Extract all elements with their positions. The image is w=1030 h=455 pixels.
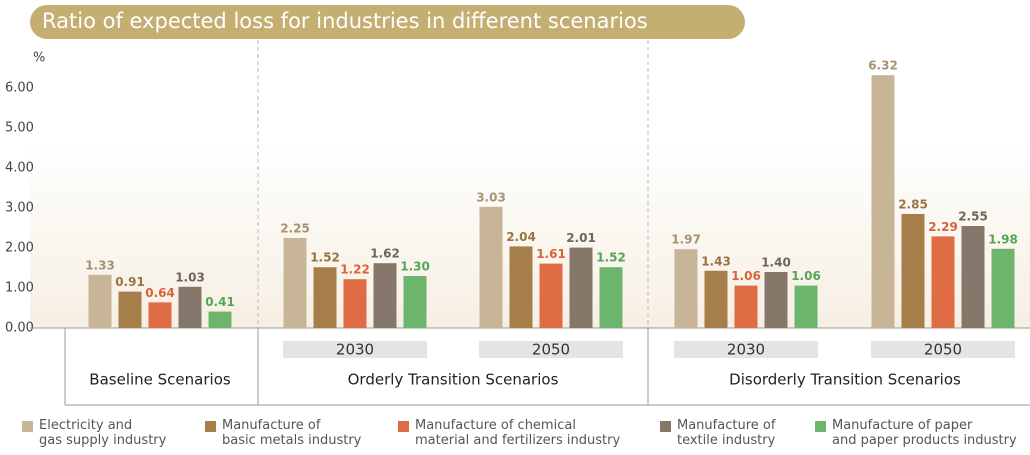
bar <box>118 291 142 328</box>
data-label: 1.03 <box>175 270 205 284</box>
group-label: Baseline Scenarios <box>89 371 231 389</box>
x-tick-label: 2030 <box>727 341 765 359</box>
legend-label: Manufacture of paper and paper products … <box>832 418 1017 448</box>
bar <box>178 286 202 328</box>
chart-title: Ratio of expected loss for industries in… <box>42 9 648 33</box>
y-unit: % <box>33 51 45 66</box>
bar <box>373 263 397 328</box>
bar <box>764 272 788 328</box>
bar <box>931 236 955 328</box>
y-tick-label: 2.00 <box>5 241 34 256</box>
legend-swatch <box>815 421 826 432</box>
y-tick-label: 6.00 <box>5 81 34 96</box>
data-label: 0.64 <box>145 286 175 300</box>
bar <box>539 263 563 328</box>
legend-label: Manufacture of textile industry <box>677 418 776 448</box>
group-label: Disorderly Transition Scenarios <box>729 371 961 389</box>
data-label: 1.06 <box>791 269 821 283</box>
data-label: 1.43 <box>701 254 731 268</box>
bar <box>961 226 985 328</box>
data-label: 1.40 <box>761 256 791 270</box>
data-label: 1.22 <box>340 263 370 277</box>
legend-swatch <box>22 421 33 432</box>
data-label: 0.41 <box>205 295 235 309</box>
y-tick-label: 4.00 <box>5 161 34 176</box>
x-tick-label: 2050 <box>924 341 962 359</box>
legend-label: Manufacture of basic metals industry <box>222 418 362 448</box>
legend-swatch <box>205 421 216 432</box>
sub-label-box <box>479 341 623 358</box>
data-label: 1.52 <box>310 251 340 265</box>
data-label: 2.01 <box>566 231 596 245</box>
legend-label: Electricity and gas supply industry <box>39 418 167 448</box>
data-label: 2.29 <box>928 220 958 234</box>
x-tick-label: 2050 <box>532 341 570 359</box>
data-label: 2.55 <box>958 210 988 224</box>
legend-swatch <box>398 421 409 432</box>
bar <box>794 285 818 328</box>
legend-item: Manufacture of chemical material and fer… <box>398 418 620 448</box>
legend-swatch <box>660 421 671 432</box>
x-tick-label: 2030 <box>336 341 374 359</box>
sub-label-box <box>283 341 427 358</box>
sub-label-box <box>871 341 1015 358</box>
bar <box>704 270 728 328</box>
bar <box>403 276 427 328</box>
bar <box>674 249 698 328</box>
legend-item: Manufacture of paper and paper products … <box>815 418 1017 448</box>
legend-item: Manufacture of basic metals industry <box>205 418 361 448</box>
bar <box>991 248 1015 328</box>
y-tick-label: 5.00 <box>5 121 34 136</box>
group-label: Orderly Transition Scenarios <box>348 371 559 389</box>
data-label: 2.25 <box>280 222 310 236</box>
data-label: 1.30 <box>400 260 430 274</box>
bar <box>148 302 172 328</box>
legend-label: Manufacture of chemical material and fer… <box>415 418 621 448</box>
data-label: 2.04 <box>506 230 536 244</box>
bar <box>313 267 337 328</box>
y-tick-label: 3.00 <box>5 201 34 216</box>
chart: Ratio of expected loss for industries in… <box>5 5 1030 406</box>
bar <box>283 238 307 328</box>
bar <box>509 246 533 328</box>
bar <box>871 75 895 328</box>
bar <box>479 206 503 328</box>
bar <box>208 311 232 328</box>
bar <box>569 247 593 328</box>
sub-label-box <box>674 341 818 358</box>
data-label: 1.33 <box>85 258 115 272</box>
data-label: 1.98 <box>988 232 1018 246</box>
bar <box>599 267 623 328</box>
bar <box>734 285 758 328</box>
data-label: 1.61 <box>536 247 566 261</box>
data-label: 6.32 <box>868 59 898 73</box>
legend-item: Electricity and gas supply industry <box>22 418 166 448</box>
data-label: 2.85 <box>898 198 928 212</box>
title-banner <box>30 5 745 39</box>
bar <box>343 279 367 328</box>
bar <box>88 274 112 328</box>
data-label: 1.62 <box>370 247 400 261</box>
data-label: 0.91 <box>115 275 145 289</box>
bar <box>901 214 925 328</box>
y-tick-label: 1.00 <box>5 281 34 296</box>
data-label: 3.03 <box>476 190 506 204</box>
data-label: 1.06 <box>731 269 761 283</box>
legend-item: Manufacture of textile industry <box>660 418 775 448</box>
y-tick-label: 0.00 <box>5 321 34 336</box>
data-label: 1.52 <box>596 251 626 265</box>
data-label: 1.97 <box>671 233 701 247</box>
